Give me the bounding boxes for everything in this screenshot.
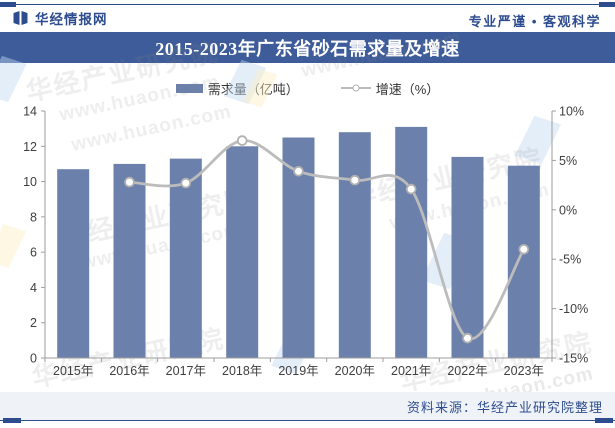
right-axis-label-0%: 0% (559, 203, 577, 217)
x-axis-label-2018年: 2018年 (222, 364, 262, 378)
growth-point-2020年 (349, 174, 361, 186)
source-text: 资料来源：华经产业研究院整理 (406, 400, 603, 415)
growth-point-2017年 (180, 177, 192, 189)
right-axis-label--15%: -15% (559, 352, 588, 366)
left-axis-label-2: 2 (30, 316, 37, 330)
growth-point-2022年 (462, 332, 473, 344)
top-border-left-cap (0, 2, 16, 7)
growth-point-2018年 (236, 135, 248, 146)
demand-growth-chart: 0 2 4 6 8 10 12 14 -15% -10% -5% 0% 5% 10% 2015年 2016年 2… (23, 105, 588, 379)
left-axis-label-12: 12 (23, 140, 37, 154)
demand-bar-2016年 (113, 163, 146, 358)
bottom-border-right-cap (595, 418, 613, 423)
left-axis-label-4: 4 (30, 281, 37, 295)
demand-bar-2021年 (395, 126, 428, 359)
right-axis-label-10%: 10% (559, 105, 584, 119)
line-marker-icon (352, 84, 360, 92)
left-axis-label-6: 6 (30, 246, 37, 260)
x-axis-label-2019年: 2019年 (278, 364, 318, 378)
brand-name: 华经情报网 (35, 12, 108, 27)
growth-point-2021年 (405, 183, 417, 195)
slogan: 专业严谨 • 客观科学 (468, 14, 601, 29)
right-axis-label--5%: -5% (559, 253, 581, 267)
demand-bar-2017年 (169, 158, 202, 358)
header: 华经情报网 专业严谨 • 客观科学 (0, 8, 615, 32)
demand-bar-2022年 (451, 156, 484, 358)
growth-point-2016年 (124, 176, 135, 188)
bar-swatch-icon (175, 83, 203, 93)
x-axis-label-2015年: 2015年 (53, 364, 93, 378)
top-border-right-cap (599, 2, 615, 7)
left-axis-label-0: 0 (30, 352, 37, 366)
x-axis-label-2020年: 2020年 (335, 364, 375, 378)
legend: 需求量（亿吨） 增速（%） (0, 78, 615, 98)
line-swatch-icon (340, 84, 371, 92)
demand-bar-2018年 (226, 146, 259, 358)
right-axis-label--10%: -10% (559, 302, 588, 316)
left-axis-label-14: 14 (23, 105, 37, 119)
demand-bar-2020年 (338, 132, 371, 358)
chart-title: 2015-2023年广东省砂石需求量及增速 (155, 38, 460, 59)
right-axis-label-5%: 5% (559, 154, 577, 168)
x-axis-label-2022年: 2022年 (447, 364, 487, 378)
legend-item-demand: 需求量（亿吨） (175, 79, 299, 98)
growth-point-2019年 (293, 166, 304, 177)
top-border (0, 4, 615, 6)
brand: 华经情报网 (12, 8, 108, 28)
legend-item-growth: 增速（%） (340, 79, 440, 98)
demand-bar-2023年 (507, 165, 540, 358)
x-axis-label-2021年: 2021年 (391, 364, 431, 378)
legend-label-demand: 需求量（亿吨） (207, 81, 299, 97)
chart-title-bar: 2015-2023年广东省砂石需求量及增速 (0, 32, 615, 63)
left-axis-label-8: 8 (30, 210, 37, 224)
x-axis-label-2023年: 2023年 (504, 364, 544, 378)
book-logo-icon (12, 10, 29, 26)
demand-bar-2015年 (57, 169, 90, 358)
source-strip: 资料来源：华经产业研究院整理 (0, 392, 615, 421)
x-axis-label-2017年: 2017年 (166, 364, 206, 378)
legend-label-growth: 增速（%） (375, 81, 440, 97)
growth-point-2023年 (518, 244, 530, 255)
bottom-border (0, 420, 615, 422)
left-axis-label-10: 10 (23, 175, 37, 189)
bottom-border-left-cap (3, 418, 21, 423)
x-axis-label-2016年: 2016年 (109, 364, 149, 378)
